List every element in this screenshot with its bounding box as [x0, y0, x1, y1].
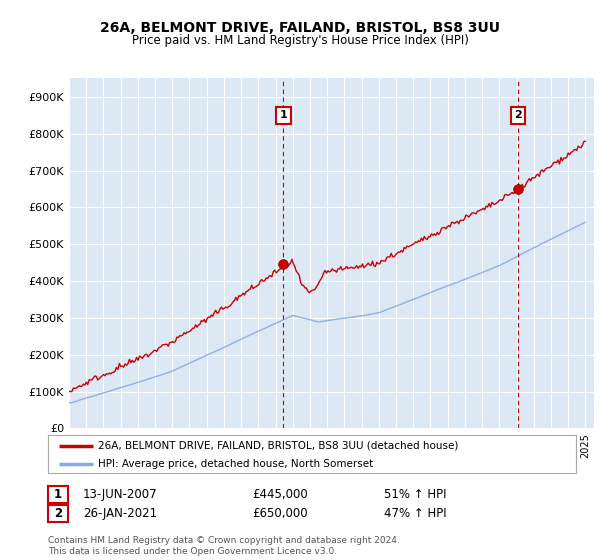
Text: 1: 1	[280, 110, 287, 120]
Text: HPI: Average price, detached house, North Somerset: HPI: Average price, detached house, Nort…	[98, 459, 373, 469]
Text: 2: 2	[54, 507, 62, 520]
Text: £650,000: £650,000	[252, 507, 308, 520]
Text: 26A, BELMONT DRIVE, FAILAND, BRISTOL, BS8 3UU: 26A, BELMONT DRIVE, FAILAND, BRISTOL, BS…	[100, 21, 500, 35]
Text: 13-JUN-2007: 13-JUN-2007	[83, 488, 157, 501]
Text: 26A, BELMONT DRIVE, FAILAND, BRISTOL, BS8 3UU (detached house): 26A, BELMONT DRIVE, FAILAND, BRISTOL, BS…	[98, 441, 458, 451]
Text: 47% ↑ HPI: 47% ↑ HPI	[384, 507, 446, 520]
Text: Price paid vs. HM Land Registry's House Price Index (HPI): Price paid vs. HM Land Registry's House …	[131, 34, 469, 46]
Text: £445,000: £445,000	[252, 488, 308, 501]
Text: 2: 2	[514, 110, 521, 120]
Text: 51% ↑ HPI: 51% ↑ HPI	[384, 488, 446, 501]
Text: Contains HM Land Registry data © Crown copyright and database right 2024.
This d: Contains HM Land Registry data © Crown c…	[48, 536, 400, 556]
Text: 26-JAN-2021: 26-JAN-2021	[83, 507, 157, 520]
Text: 1: 1	[54, 488, 62, 501]
